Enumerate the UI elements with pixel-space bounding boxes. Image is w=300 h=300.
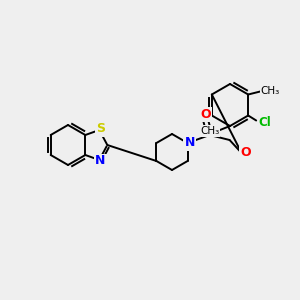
- Text: CH₃: CH₃: [200, 126, 220, 136]
- Text: N: N: [95, 154, 106, 167]
- Text: CH₃: CH₃: [261, 86, 280, 97]
- Text: N: N: [184, 136, 195, 149]
- Text: Cl: Cl: [259, 116, 272, 129]
- Text: O: O: [200, 107, 211, 121]
- Text: O: O: [240, 146, 251, 160]
- Text: S: S: [96, 122, 105, 136]
